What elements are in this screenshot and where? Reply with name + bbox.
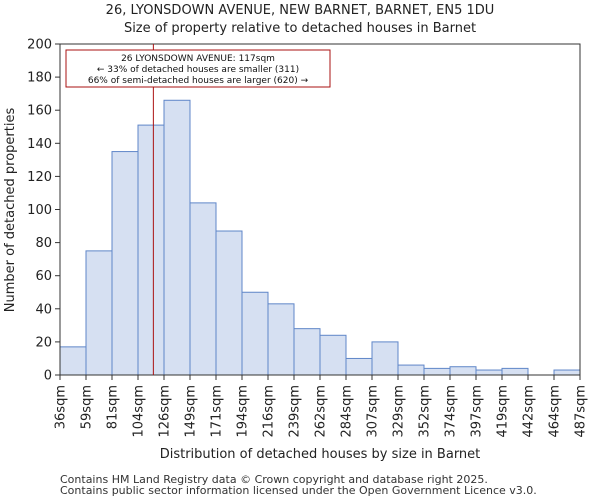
y-tick-label: 0 <box>44 369 52 384</box>
bar-171sqm <box>215 230 243 376</box>
annotation-line3: 66% of semi-detached houses are larger (… <box>88 76 309 86</box>
x-tick-label: 487sqm <box>574 385 589 438</box>
y-tick-label: 60 <box>35 269 52 284</box>
x-tick-label: 126sqm <box>158 385 173 438</box>
bar-194sqm <box>241 291 269 376</box>
y-tick-label: 120 <box>27 170 52 185</box>
bar-59sqm <box>85 250 113 376</box>
annotation-box: 26 LYONSDOWN AVENUE: 117sqm ← 33% of det… <box>65 49 331 88</box>
x-tick-label: 329sqm <box>392 385 407 438</box>
bar-419sqm <box>501 367 529 376</box>
bar-352sqm <box>423 367 451 376</box>
x-tick-label: 352sqm <box>418 385 433 438</box>
bar-81sqm <box>111 151 139 376</box>
bar-464sqm <box>553 369 581 376</box>
y-ticks-group: 0 20 40 60 80 100 120 140 160 180 200 <box>27 38 60 384</box>
y-tick-label: 20 <box>35 335 52 350</box>
x-tick-label: 307sqm <box>366 385 381 438</box>
x-tick-label: 59sqm <box>80 385 95 429</box>
x-tick-label: 284sqm <box>340 385 355 438</box>
x-tick-label: 104sqm <box>132 385 147 438</box>
x-tick-label: 464sqm <box>548 385 563 438</box>
bar-36sqm <box>59 346 87 376</box>
x-tick-label: 194sqm <box>236 385 251 438</box>
annotation-line2: ← 33% of detached houses are smaller (31… <box>97 65 299 75</box>
y-tick-label: 80 <box>35 236 52 251</box>
x-tick-label: 419sqm <box>496 385 511 438</box>
bar-374sqm <box>449 366 477 376</box>
bar-329sqm <box>397 364 425 376</box>
y-tick-label: 140 <box>27 137 52 152</box>
bar-307sqm <box>371 341 399 376</box>
bar-284sqm <box>345 357 373 376</box>
y-tick-label: 160 <box>27 104 52 119</box>
bar-239sqm <box>293 328 321 376</box>
x-tick-label: 397sqm <box>470 385 485 438</box>
footer-line2: Contains public sector information licen… <box>60 484 537 497</box>
x-tick-label: 239sqm <box>288 385 303 438</box>
x-tick-label: 36sqm <box>54 385 69 429</box>
y-tick-label: 100 <box>27 203 52 218</box>
bar-149sqm <box>189 202 217 376</box>
bar-216sqm <box>267 303 295 376</box>
bar-104sqm <box>137 124 165 376</box>
bar-397sqm <box>475 369 503 376</box>
x-tick-label: 262sqm <box>314 385 329 438</box>
x-tick-label: 171sqm <box>210 385 225 438</box>
chart-title-line2: Size of property relative to detached ho… <box>124 21 476 36</box>
bars-group <box>59 99 581 376</box>
x-tick-label: 81sqm <box>106 385 121 429</box>
annotation-line1: 26 LYONSDOWN AVENUE: 117sqm <box>121 54 275 64</box>
y-tick-label: 180 <box>27 71 52 86</box>
y-tick-label: 200 <box>27 38 52 53</box>
x-tick-label: 149sqm <box>184 385 199 438</box>
x-ticks-group: 36sqm 59sqm 81sqm 104sqm 126sqm 149sqm 171sqm 1… <box>54 375 589 438</box>
chart-title-line1: 26, LYONSDOWN AVENUE, NEW BARNET, BARNET… <box>106 3 495 18</box>
bar-126sqm <box>163 99 191 376</box>
plot-frame <box>59 43 581 376</box>
footer-line1: Contains HM Land Registry data © Crown c… <box>60 473 488 486</box>
y-tick-label: 40 <box>35 302 52 317</box>
x-tick-label: 442sqm <box>522 385 537 438</box>
x-axis-label: Distribution of detached houses by size … <box>160 447 481 462</box>
y-axis-label: Number of detached properties <box>3 108 18 313</box>
x-tick-label: 374sqm <box>444 385 459 438</box>
x-tick-label: 216sqm <box>262 385 277 438</box>
bar-262sqm <box>319 334 347 376</box>
